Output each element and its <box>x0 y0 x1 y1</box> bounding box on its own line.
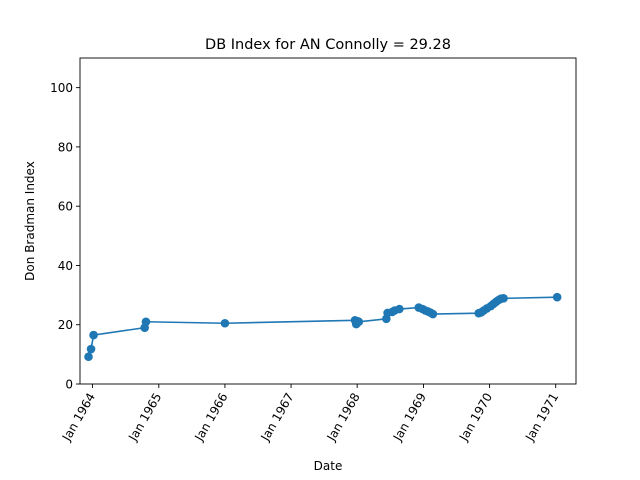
data-point <box>354 317 364 327</box>
data-point <box>499 294 508 303</box>
data-point <box>141 317 151 327</box>
y-tick-label: 0 <box>65 378 73 392</box>
axes-frame <box>79 57 577 385</box>
x-tick-label: Jan 1966 <box>191 391 230 445</box>
y-axis-label: Don Bradman Index <box>23 161 37 281</box>
y-tick-label: 20 <box>58 318 73 332</box>
data-point <box>84 352 93 362</box>
data-point <box>89 330 98 340</box>
x-tick-label: Jan 1964 <box>59 391 98 445</box>
x-tick-label: Jan 1969 <box>390 391 429 445</box>
chart-title: DB Index for AN Connolly = 29.28 <box>205 37 451 53</box>
x-axis-label: Date <box>314 459 343 473</box>
data-point <box>428 309 438 319</box>
plot-area: 0 20 40 60 80 100 Jan 1964 Jan 1965 Jan 1966 Jan … <box>50 57 577 445</box>
data-point <box>395 304 404 314</box>
x-tick-label: Jan 1965 <box>125 391 164 445</box>
data-point <box>86 344 96 354</box>
x-tick-label: Jan 1967 <box>258 391 297 445</box>
y-tick-label: 60 <box>58 200 73 214</box>
x-tick-label: Jan 1968 <box>324 391 363 445</box>
data-point <box>220 318 230 328</box>
x-tick-label: Jan 1971 <box>522 391 561 445</box>
data-point <box>552 292 562 302</box>
x-tick-label: Jan 1970 <box>456 391 495 445</box>
y-tick-label: 100 <box>50 81 73 95</box>
y-tick-label: 80 <box>58 140 73 154</box>
y-tick-label: 40 <box>58 259 73 273</box>
